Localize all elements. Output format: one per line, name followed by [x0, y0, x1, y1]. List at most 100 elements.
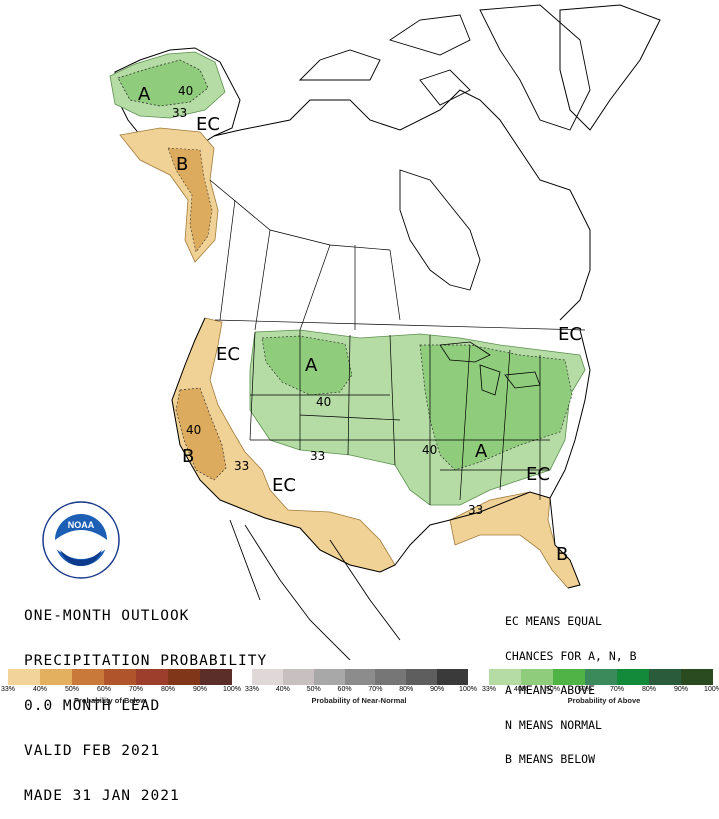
legend-line-4: N MEANS NORMAL: [505, 717, 602, 732]
east-a-label: A: [475, 441, 488, 462]
below-swatch-5: [136, 669, 168, 685]
precipitation-outlook-map: A 40 33 EC B EC A 40 33 A 40 EC EC 40 B …: [42, 4, 661, 660]
above-swatch-4: [585, 669, 617, 685]
above-swatch-5: [617, 669, 649, 685]
title-line-1: ONE-MONTH OUTLOOK: [24, 608, 190, 624]
near-swatch-1: [252, 669, 283, 685]
above-tick-label: 100%: [704, 686, 719, 693]
northeast-ec-label: EC: [558, 324, 582, 345]
legend-line-2: CHANCES FOR A, N, B: [505, 648, 637, 663]
near-tick-label: 50%: [306, 686, 321, 693]
fl-b-label: B: [556, 544, 568, 565]
near-normal-color-scale: [252, 669, 468, 685]
north-40-label: 40: [316, 395, 331, 409]
near-swatch-7: [437, 669, 468, 685]
below-swatch-2: [40, 669, 72, 685]
above-tick-label: 33%: [481, 686, 497, 693]
title-line-4: VALID FEB 2021: [24, 743, 161, 759]
panhandle-40-contour: [167, 147, 213, 253]
near-tick-label: 80%: [399, 686, 414, 693]
sw-ec-label: EC: [272, 475, 296, 496]
legend-line-3: A MEANS ABOVE: [505, 683, 596, 697]
below-tick-label: 100%: [223, 686, 241, 693]
above-swatch-3: [553, 669, 585, 685]
above-scale-caption: Probability of Above: [567, 696, 641, 705]
near-tick-label: 100%: [459, 686, 477, 693]
east-40-label: 40: [422, 443, 437, 457]
southeast-ec-label: EC: [526, 464, 550, 485]
below-scale-ticks: 33% 40% 50% 60% 70% 80% 90% 100%: [1, 686, 241, 696]
alaska-ec-label: EC: [196, 114, 220, 135]
us-state-lines: [214, 319, 586, 505]
above-tick-label: 40%: [513, 686, 529, 693]
above-color-scale: [489, 669, 713, 685]
hudson-bay: [399, 169, 481, 291]
noaa-logo: NOAA: [42, 501, 120, 579]
below-tick-label: 80%: [160, 686, 176, 693]
ca-40-contour: [175, 387, 227, 481]
above-tick-label: 90%: [673, 686, 689, 693]
above-swatch-7: [681, 669, 713, 685]
above-tick-label: 60%: [577, 686, 593, 693]
west-ec-label: EC: [216, 344, 240, 365]
mexico-outline: [229, 519, 401, 660]
below-scale-caption: Probability of Below: [73, 696, 147, 705]
near-tick-label: 70%: [368, 686, 383, 693]
ca-b-label: B: [182, 446, 194, 467]
alaska-40-contour: [117, 59, 209, 107]
title-line-2: PRECIPITATION PROBABILITY: [24, 653, 268, 669]
above-swatch-2: [521, 669, 553, 685]
ca-33-label: 33: [234, 459, 249, 473]
alaska-a-label: A: [138, 84, 151, 105]
near-normal-scale-caption: Probability of Near-Normal: [311, 696, 407, 705]
near-tick-label: 90%: [430, 686, 445, 693]
east-40-contour: [419, 344, 573, 471]
ca-40-label: 40: [186, 423, 201, 437]
north-a-label: A: [305, 355, 318, 376]
near-swatch-2: [282, 669, 314, 685]
below-tick-label: 40%: [32, 686, 48, 693]
gulf-33-label: 33: [468, 503, 483, 517]
legend-line-5: B MEANS BELOW: [505, 752, 596, 766]
us-coastline: [171, 317, 591, 589]
below-swatch-3: [72, 669, 104, 685]
title-line-5: MADE 31 JAN 2021: [24, 788, 180, 804]
near-swatch-4: [344, 669, 376, 685]
near-normal-scale-ticks: 33% 40% 50% 60% 70% 80% 90% 100%: [245, 686, 477, 696]
above-tick-label: 70%: [609, 686, 625, 693]
below-swatch-6: [168, 669, 200, 685]
near-tick-label: 40%: [275, 686, 290, 693]
near-tick-label: 33%: [244, 686, 260, 693]
below-color-scale: [8, 669, 232, 685]
near-swatch-6: [406, 669, 438, 685]
above-swatch-6: [649, 669, 681, 685]
great-lakes: [439, 341, 541, 396]
ec-legend: EC MEANS EQUAL CHANCES FOR A, N, B A MEA…: [505, 593, 637, 777]
below-tick-label: 90%: [192, 686, 208, 693]
greenland: [559, 4, 661, 131]
alaska-33-label: 33: [172, 106, 187, 120]
below-tick-label: 60%: [96, 686, 112, 693]
arctic-islands: [298, 4, 591, 131]
near-swatch-3: [313, 669, 345, 685]
above-scale-ticks: 33% 40% 50% 60% 70% 80% 90% 100%: [482, 686, 719, 696]
panhandle-b-label: B: [176, 154, 188, 175]
above-tick-label: 80%: [641, 686, 657, 693]
noaa-logo-text: NOAA: [68, 520, 95, 530]
canada-outline: [213, 89, 591, 321]
province-lines: [209, 179, 401, 331]
below-tick-label: 33%: [0, 686, 16, 693]
below-tick-label: 70%: [128, 686, 144, 693]
north-40-contour: [261, 335, 353, 396]
below-swatch-7: [200, 669, 232, 685]
below-swatch-4: [104, 669, 136, 685]
near-tick-label: 60%: [337, 686, 352, 693]
legend-line-1: EC MEANS EQUAL: [505, 614, 602, 628]
near-swatch-5: [375, 669, 407, 685]
alaska-40-label: 40: [178, 84, 193, 98]
above-swatch-1: [489, 669, 521, 685]
below-tick-label: 50%: [64, 686, 80, 693]
below-swatch-1: [8, 669, 40, 685]
above-tick-label: 50%: [545, 686, 561, 693]
north-33-label: 33: [310, 449, 325, 463]
